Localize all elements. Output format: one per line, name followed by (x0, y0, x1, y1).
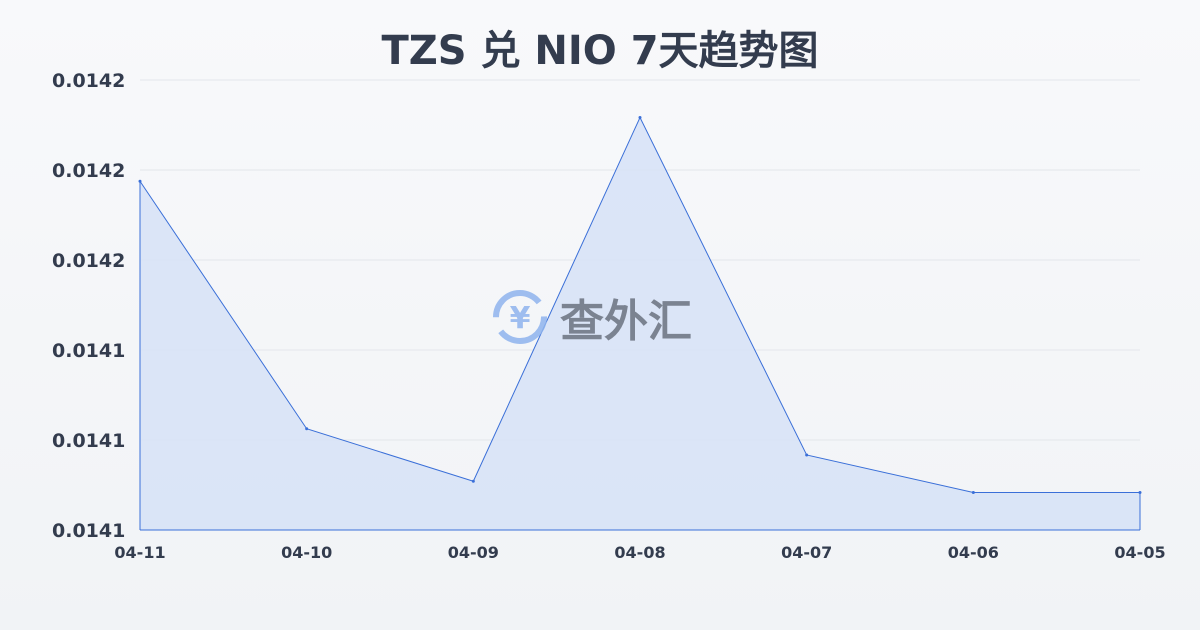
x-tick-label: 04-11 (114, 543, 165, 562)
svg-text:¥: ¥ (510, 301, 531, 336)
y-tick-label: 0.0141 (52, 520, 125, 542)
y-tick-label: 0.0142 (52, 70, 125, 92)
x-tick-label: 04-07 (781, 543, 832, 562)
x-tick-label: 04-05 (1114, 543, 1165, 562)
data-point (138, 179, 142, 183)
x-tick-label: 04-09 (448, 543, 499, 562)
data-point (1138, 491, 1142, 494)
yen-exchange-icon: ¥ (493, 290, 547, 344)
chart-title: TZS 兑 NIO 7天趋势图 (381, 28, 819, 74)
y-tick-label: 0.0142 (52, 250, 125, 272)
data-point (638, 116, 642, 119)
area-fill (140, 117, 1140, 530)
x-tick-label: 04-10 (281, 543, 332, 562)
x-tick-label: 04-06 (948, 543, 999, 562)
watermark-text: 查外汇 (560, 296, 692, 347)
x-tick-label: 04-08 (614, 543, 665, 562)
data-point (305, 427, 309, 431)
watermark: ¥ 查外汇 (490, 285, 692, 349)
data-point (471, 479, 475, 483)
y-tick-label: 0.0142 (52, 160, 125, 182)
y-tick-label: 0.0141 (52, 430, 125, 452)
y-tick-label: 0.0141 (52, 340, 125, 362)
data-point (971, 491, 975, 494)
data-point (805, 453, 809, 457)
